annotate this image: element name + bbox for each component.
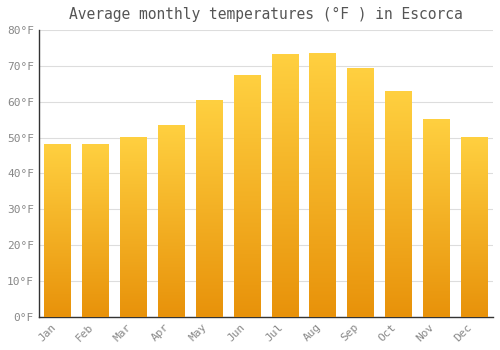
Title: Average monthly temperatures (°F ) in Escorca: Average monthly temperatures (°F ) in Es… [69,7,463,22]
